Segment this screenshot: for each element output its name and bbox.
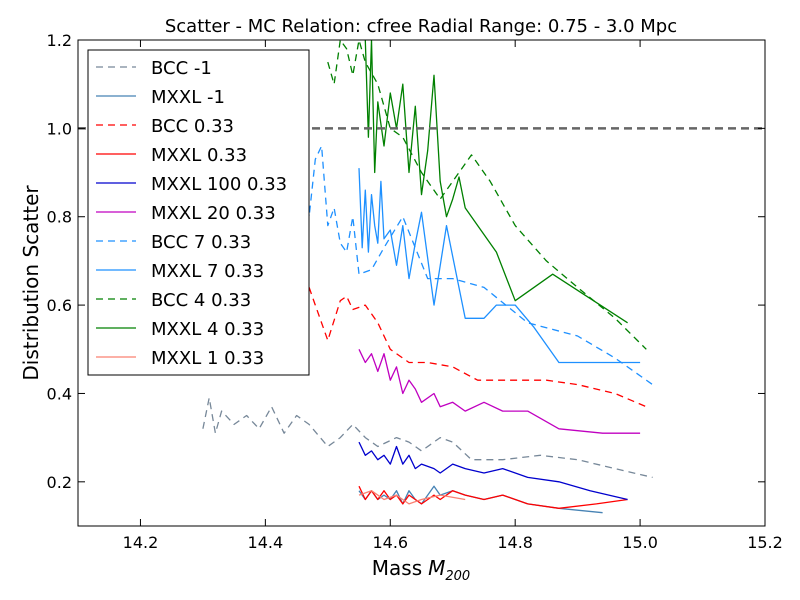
series-layer [202, 40, 653, 514]
y-tick-label: 0.6 [47, 296, 72, 315]
legend-label-mxxl-7-0-33: MXXL 7 0.33 [151, 261, 264, 282]
y-tick-label: 1.0 [47, 119, 72, 138]
x-tick-label: 14.4 [248, 533, 284, 552]
x-axis-label: Mass M200 [372, 556, 470, 584]
legend-label-mxxl-1-0-33: MXXL 1 0.33 [151, 348, 264, 369]
legend-label-bcc-4-0-33: BCC 4 0.33 [151, 290, 251, 311]
y-tick-label: 1.2 [47, 31, 72, 50]
x-axis-label-text: Mass [372, 556, 422, 580]
chart-title: Scatter - MC Relation: cfree Radial Rang… [165, 16, 677, 37]
x-tick-label: 15.2 [747, 533, 783, 552]
plot-frame [77, 39, 766, 527]
y-tick-label: 0.8 [47, 208, 72, 227]
legend-label-mxxl-100-0-33: MXXL 100 0.33 [151, 174, 287, 195]
series-line-mxxl-20-0-33 [358, 349, 641, 434]
y-tick-label: 0.2 [47, 473, 72, 492]
series-line-mxxl-7-0-33 [358, 168, 641, 364]
x-tick-label: 14.6 [372, 533, 408, 552]
series-line-bcc-1 [202, 397, 653, 479]
legend-label-mxxl-0-33: MXXL 0.33 [151, 145, 247, 166]
axis-ticks: 14.2 14.4 14.6 14.8 15.0 15.2 0.2 0.4 0.6 0.8 1.0 1… [47, 31, 783, 552]
series-line-bcc-0-33 [308, 287, 647, 408]
x-tick-label: 14.8 [497, 533, 533, 552]
legend-label-mxxl-1: MXXL -1 [151, 87, 225, 108]
legend: BCC -1 MXXL -1 BCC 0.33 MXXL 0.33 MXXL 100 0… [87, 49, 310, 376]
legend-label-mxxl-4-0-33: MXXL 4 0.33 [151, 319, 264, 340]
legend-label-bcc-0-33: BCC 0.33 [151, 116, 234, 137]
series-line-mxxl-100-0-33 [358, 441, 628, 501]
y-axis-label: Distribution Scatter [19, 185, 43, 381]
series-line-mxxl-4-0-33 [364, 40, 628, 324]
x-tick-label: 15.0 [622, 533, 658, 552]
legend-label-bcc-1: BCC -1 [151, 58, 212, 79]
x-axis-label-subscript: 200 [445, 569, 470, 584]
legend-label-mxxl-20-0-33: MXXL 20 0.33 [151, 203, 276, 224]
series-line-mxxl-1-0-33 [358, 490, 466, 505]
x-axis-label-symbol: M [428, 556, 445, 580]
y-tick-label: 0.4 [47, 384, 72, 403]
legend-label-bcc-7-0-33: BCC 7 0.33 [151, 232, 251, 253]
x-tick-label: 14.2 [123, 533, 159, 552]
